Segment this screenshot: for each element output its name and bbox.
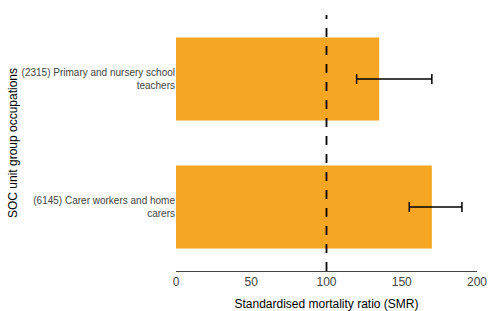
- svg-text:100: 100: [316, 275, 336, 289]
- svg-text:200: 200: [467, 275, 487, 289]
- svg-text:50: 50: [245, 275, 259, 289]
- svg-text:0: 0: [173, 275, 180, 289]
- svg-text:Standardised mortality ratio (: Standardised mortality ratio (SMR): [234, 297, 418, 311]
- svg-text:150: 150: [392, 275, 412, 289]
- svg-text:(6145) Carer workers and homec: (6145) Carer workers and homecarers: [33, 195, 175, 219]
- svg-text:(2315) Primary and nursery sch: (2315) Primary and nursery schoolteacher…: [22, 67, 175, 91]
- svg-text:SOC unit group occupations: SOC unit group occupations: [6, 68, 20, 218]
